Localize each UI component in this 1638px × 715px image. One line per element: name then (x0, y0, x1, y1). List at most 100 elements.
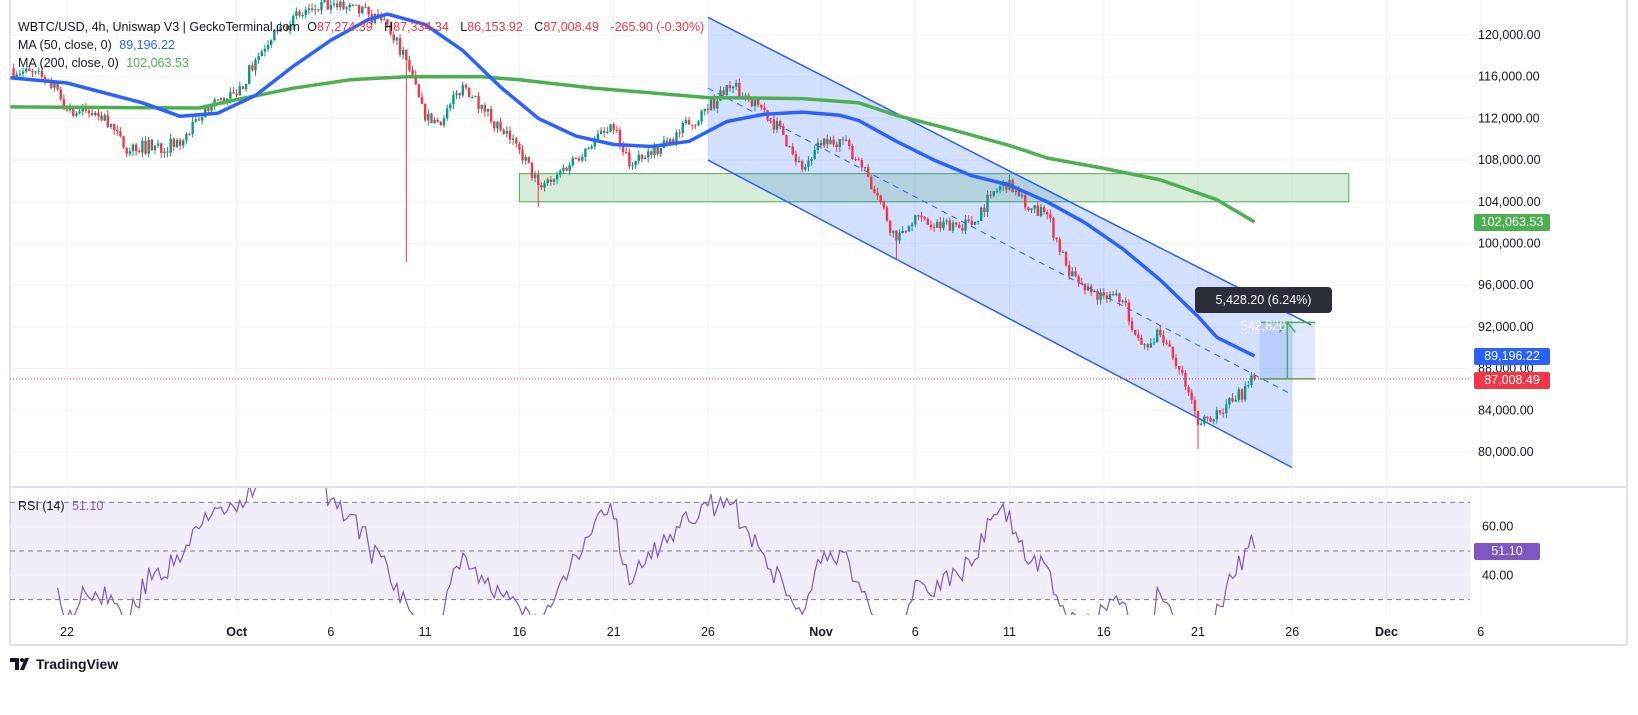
candle-body (954, 222, 958, 225)
candle-body (204, 107, 207, 118)
candle-body (97, 112, 100, 116)
candle-body (138, 150, 141, 153)
candle-body (232, 92, 235, 94)
candle-body (1146, 344, 1149, 348)
candle-body (87, 110, 91, 114)
candle-body (659, 148, 662, 155)
ohlc-low: L86,153.92 (460, 20, 527, 34)
candle-body (731, 86, 735, 89)
candle-body (537, 174, 540, 186)
candle-body (618, 129, 622, 146)
candle-body (18, 73, 22, 75)
candle-body (1247, 385, 1250, 387)
candle-body (395, 37, 399, 41)
last-price-badge: 87,008.49 (1474, 372, 1550, 389)
candle-body (844, 140, 848, 142)
candle-body (797, 161, 801, 163)
candle-body (329, 4, 333, 10)
candle-body (625, 152, 628, 154)
close-value: 87,008.49 (543, 20, 599, 34)
candle-body (725, 85, 728, 95)
candle-body (885, 207, 889, 221)
candle-body (1111, 294, 1115, 296)
candle-body (1221, 412, 1225, 414)
candle-body (489, 108, 493, 122)
candle-body (967, 219, 970, 221)
candle-body (279, 26, 282, 32)
candle-body (1212, 419, 1215, 422)
candle-body (690, 124, 694, 126)
ma50-legend[interactable]: MA (50, close, 0) 89,196.22 (18, 38, 179, 52)
candle-body (1193, 400, 1197, 412)
candle-body (320, 1, 323, 11)
open-label: O (307, 20, 318, 34)
candle-body (1124, 300, 1127, 303)
candle-body (257, 56, 260, 61)
candle-body (719, 90, 722, 101)
candle-body (1231, 398, 1234, 402)
candle-body (1102, 292, 1105, 296)
candle-body (951, 222, 955, 231)
candle-body (141, 140, 144, 153)
ma200-value: 102,063.53 (126, 56, 189, 70)
candle-body (109, 124, 113, 127)
candle-body (493, 121, 496, 129)
rsi-line (57, 488, 1256, 615)
channel-upper-line (707, 16, 1312, 326)
candle-body (367, 6, 370, 15)
candle-body (1196, 411, 1200, 425)
candle-body (778, 121, 782, 126)
ma200-label: MA (200, close, 0) (18, 56, 119, 70)
candle-body (681, 123, 684, 133)
candle-body (841, 139, 845, 141)
candle-body (21, 71, 25, 74)
candle-body (12, 68, 15, 77)
candle-body (511, 138, 515, 140)
time-axis-label: 6 (327, 625, 334, 639)
candle-body (1237, 389, 1241, 400)
candle-body (364, 6, 367, 8)
candle-body (835, 144, 838, 148)
candle-body (222, 98, 226, 102)
candle-body (1184, 372, 1187, 387)
candle-body (1017, 190, 1021, 197)
open-value: 87,274.39 (317, 20, 373, 34)
price-axis-label: 92,000.00 (1478, 320, 1534, 334)
candle-body (288, 25, 292, 31)
ma200-legend[interactable]: MA (200, close, 0) 102,063.53 (18, 56, 193, 70)
candle-body (310, 8, 314, 10)
candle-body (1042, 207, 1046, 212)
candle-body (756, 97, 760, 105)
candle-body (153, 145, 157, 150)
time-axis-label: 6 (1477, 625, 1484, 639)
candle-body (430, 113, 433, 124)
candle-body (697, 121, 700, 126)
candle-body (1118, 293, 1121, 302)
rsi-legend[interactable]: RSI (14) 51.10 (18, 499, 107, 513)
time-axis-label: 21 (607, 625, 621, 639)
candle-body (1074, 271, 1077, 277)
candle-body (948, 220, 952, 231)
candle-body (879, 195, 882, 203)
candle-body (543, 183, 546, 188)
candle-body (398, 37, 402, 55)
candle-body (716, 100, 719, 109)
tradingview-logo[interactable]: TradingView (10, 656, 118, 672)
candle-body (452, 94, 455, 105)
candle-body (819, 142, 823, 146)
candle-body (326, 0, 329, 10)
candle-body (1115, 293, 1118, 296)
candle-body (571, 157, 575, 166)
candle-body (339, 1, 342, 8)
candle-body (1061, 251, 1065, 253)
candle-body (870, 176, 873, 190)
candle-body (1046, 211, 1049, 215)
candle-body (810, 158, 813, 161)
price-axis-label: 116,000.00 (1478, 70, 1540, 84)
main-pane (10, 0, 1470, 469)
symbol-legend: WBTC/USD, 4h, Uniswap V3 | GeckoTerminal… (18, 20, 708, 34)
price-axis-label: 104,000.00 (1478, 195, 1541, 209)
candle-body (24, 68, 28, 72)
candle-body (1240, 389, 1244, 400)
